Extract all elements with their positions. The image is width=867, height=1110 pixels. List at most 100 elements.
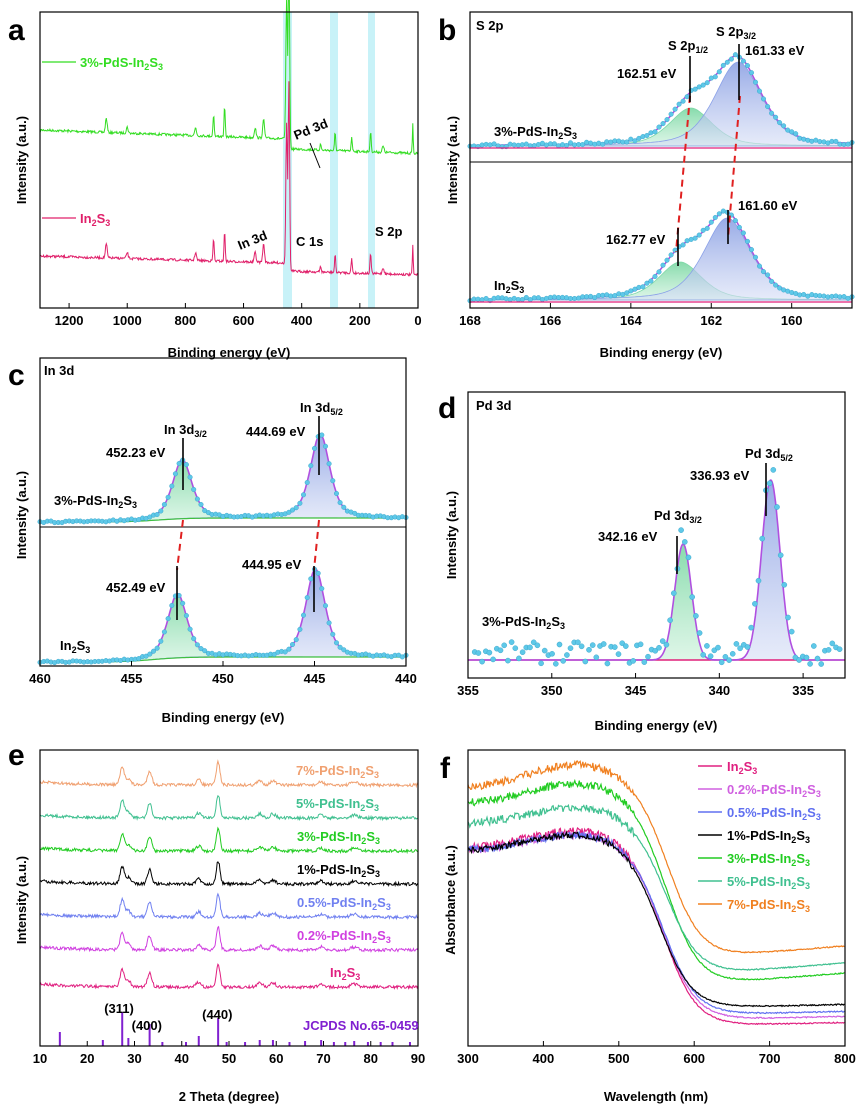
data-point: [696, 630, 703, 636]
data-point: [641, 659, 648, 665]
data-point: [341, 647, 347, 653]
data-point: [575, 639, 581, 646]
panel-title-d: Pd 3d: [476, 398, 511, 413]
data-point: [143, 653, 149, 659]
data-point: [630, 658, 637, 664]
data-point: [624, 290, 630, 296]
data-point: [538, 660, 544, 667]
data-point: [330, 631, 336, 637]
data-point: [169, 603, 175, 609]
data-point: [326, 620, 332, 626]
data-point: [301, 492, 307, 498]
data-point: [282, 649, 288, 655]
data-point: [648, 130, 654, 136]
data-point: [530, 639, 537, 646]
data-point: [836, 646, 843, 653]
reference-label-e: JCPDS No.65-0459: [303, 1018, 419, 1033]
data-point: [769, 110, 775, 116]
data-point: [531, 143, 537, 149]
data-point: [551, 141, 557, 147]
x-ticks-f: 300 400 500 600 700 800: [457, 1041, 856, 1066]
data-point: [781, 123, 787, 129]
x-tick-label: 335: [792, 683, 814, 698]
band-s2p: [368, 12, 375, 308]
data-point: [541, 647, 548, 654]
absorbance-series-line: [467, 759, 845, 954]
data-point: [752, 601, 758, 607]
data-point: [716, 69, 722, 75]
data-point: [297, 626, 303, 632]
data-point: [715, 644, 721, 651]
data-point: [194, 642, 200, 648]
data-point: [527, 644, 533, 651]
x-ticks-a: 1200 1000 800 600 400 200 0: [55, 303, 422, 328]
data-point: [645, 653, 651, 660]
data-point: [757, 88, 763, 94]
data-point: [770, 467, 777, 473]
data-point: [692, 86, 698, 92]
data-point: [194, 496, 200, 502]
data-point: [811, 643, 817, 649]
panel-d: 355 350 345 340 335 Pd 3d Pd 3d3/2 Pd 3d5/2 …: [444, 391, 846, 733]
data-point: [644, 132, 650, 138]
data-point: [176, 461, 182, 467]
x-tick-label: 1000: [113, 313, 142, 328]
data-point: [475, 650, 482, 656]
x-tick-label: 800: [175, 313, 197, 328]
xrd-series-line: [39, 892, 418, 921]
y-axis-label-e: Intensity (a.u.): [14, 856, 29, 944]
xrd-series-label: 1%-PdS-In2S3: [297, 862, 380, 879]
data-point: [648, 278, 654, 284]
data-point: [479, 658, 485, 665]
data-point: [308, 463, 314, 469]
legend-entry: 3%-PdS-In2S3: [727, 851, 810, 868]
data-point: [704, 80, 710, 86]
data-point: [801, 136, 807, 142]
x-axis-label-e: 2 Theta (degree): [179, 1089, 279, 1104]
data-point: [788, 628, 795, 635]
x-ticks-b: 168 166 164 162 160: [459, 303, 803, 328]
x-tick-label: 162: [700, 313, 722, 328]
data-point: [684, 238, 690, 244]
data-point: [722, 654, 729, 660]
xrd-series-label: 7%-PdS-In2S3: [296, 763, 379, 780]
data-point: [564, 295, 570, 301]
x-tick-label: 200: [349, 313, 371, 328]
y-axis-label-c: Intensity (a.u.): [14, 471, 29, 559]
data-point: [652, 274, 658, 280]
y-axis-label-b: Intensity (a.u.): [445, 116, 460, 204]
data-point: [315, 570, 321, 576]
data-point: [588, 293, 594, 299]
data-point: [319, 432, 325, 438]
plot-frame-d: [467, 391, 846, 679]
data-point: [632, 138, 638, 144]
data-point: [304, 595, 310, 601]
xrd-series-label: 0.5%-PdS-In2S3: [297, 895, 391, 912]
annot-pd3d52: Pd 3d5/2: [745, 446, 793, 463]
data-point: [624, 139, 630, 145]
data-point: [564, 652, 570, 658]
y-axis-label-d: Intensity (a.u.): [444, 491, 459, 579]
x-tick-label: 400: [291, 313, 313, 328]
data-points-d: [471, 467, 843, 667]
xrd-series-line: [39, 826, 419, 855]
annot-c-bot-a: 452.49 eV: [106, 580, 166, 595]
data-point: [623, 643, 629, 649]
data-point: [696, 232, 702, 238]
x-axis-label-a: Binding energy (eV): [168, 345, 291, 360]
data-point: [640, 284, 646, 290]
xrd-patterns-e: [39, 759, 419, 991]
data-point: [685, 554, 692, 561]
shift-line-c-b: [313, 519, 320, 571]
data-point: [180, 600, 186, 606]
x-tick-label: 90: [411, 1051, 425, 1066]
data-points-b: [467, 52, 855, 304]
x-tick-label: 450: [212, 671, 234, 686]
x-tick-label: 445: [304, 671, 326, 686]
annot-in3d32: In 3d3/2: [164, 422, 207, 439]
data-point: [765, 103, 771, 109]
x-tick-label: 0: [414, 313, 421, 328]
data-point: [774, 504, 780, 510]
data-point: [825, 647, 832, 653]
xrd-series-label: 0.2%-PdS-In2S3: [297, 928, 391, 945]
